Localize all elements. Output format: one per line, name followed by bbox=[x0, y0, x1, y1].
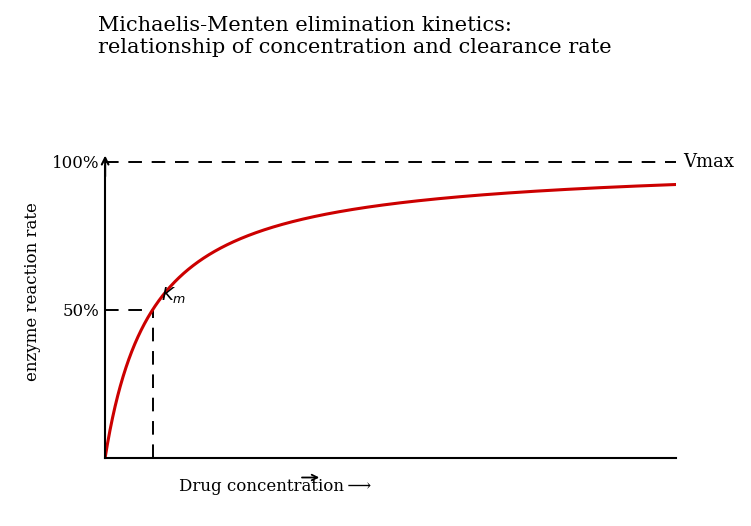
Text: $K_m$: $K_m$ bbox=[161, 285, 186, 305]
Text: Michaelis-Menten elimination kinetics:
relationship of concentration and clearan: Michaelis-Menten elimination kinetics: r… bbox=[98, 16, 611, 57]
Text: Drug concentration ⟶: Drug concentration ⟶ bbox=[179, 478, 372, 494]
Text: Vmax: Vmax bbox=[683, 153, 734, 171]
Y-axis label: enzyme reaction rate: enzyme reaction rate bbox=[24, 203, 41, 381]
